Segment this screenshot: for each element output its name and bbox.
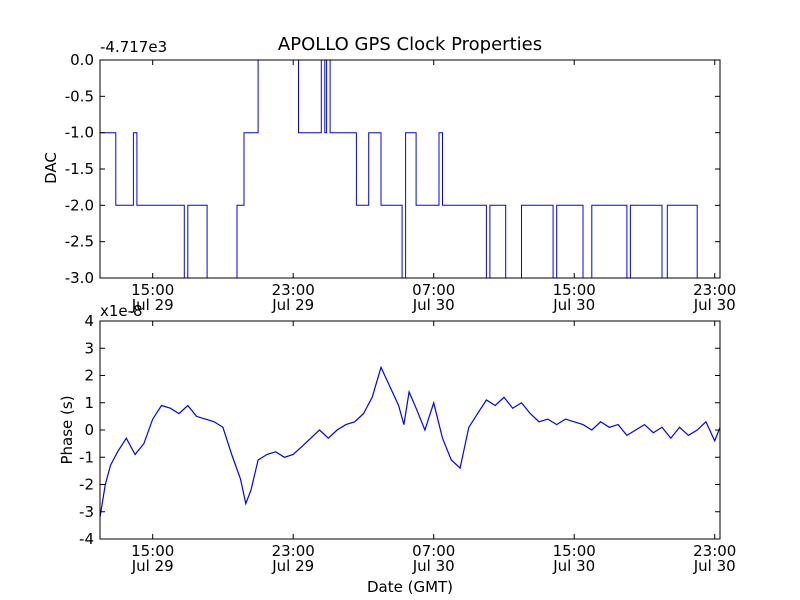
x-tick-date-label: Jul 30 [552, 557, 595, 575]
x-tick-date-label: Jul 30 [412, 296, 455, 314]
figure-title: APOLLO GPS Clock Properties [278, 34, 542, 55]
y-tick-label: 3 [84, 339, 94, 357]
x-tick-date-label: Jul 29 [271, 557, 314, 575]
x-tick-time-label: 07:00 [412, 542, 455, 560]
dac-offset-label: -4.717e3 [100, 38, 167, 56]
y-tick-label: -1.5 [65, 160, 94, 178]
x-tick-time-label: 07:00 [412, 281, 455, 299]
y-tick-label: -3.0 [65, 269, 94, 287]
y-tick-label: -1 [79, 448, 94, 466]
axes-frame [99, 320, 721, 540]
y-tick-label: -2.0 [65, 196, 94, 214]
y-tick-label: -1.0 [65, 124, 94, 142]
y-tick-label: 2 [84, 367, 94, 385]
y-tick-label: 0.0 [70, 51, 94, 69]
y-tick-label: -2 [79, 476, 94, 494]
y-tick-label: 4 [84, 312, 94, 330]
y-tick-label: -4 [79, 530, 94, 548]
y-tick-label: -2.5 [65, 233, 94, 251]
phase-y-axis-label: Phase (s) [58, 395, 76, 464]
x-tick-date-label: Jul 30 [693, 557, 736, 575]
x-tick-date-label: Jul 29 [131, 296, 174, 314]
dac-series-line [100, 60, 720, 278]
x-tick-date-label: Jul 29 [131, 557, 174, 575]
x-axis-label: Date (GMT) [367, 578, 453, 596]
x-tick-time-label: 15:00 [553, 281, 596, 299]
y-tick-label: 1 [84, 394, 94, 412]
y-tick-label: -0.5 [65, 87, 94, 105]
x-tick-time-label: 23:00 [272, 281, 315, 299]
dac-y-axis-label: DAC [42, 152, 60, 184]
y-tick-label: -3 [79, 503, 94, 521]
x-tick-time-label: 15:00 [131, 542, 174, 560]
x-tick-date-label: Jul 30 [552, 296, 595, 314]
x-tick-time-label: 23:00 [693, 542, 736, 560]
x-tick-time-label: 15:00 [553, 542, 596, 560]
x-tick-date-label: Jul 29 [271, 296, 314, 314]
x-tick-time-label: 15:00 [131, 281, 174, 299]
x-tick-date-label: Jul 30 [693, 296, 736, 314]
x-tick-date-label: Jul 30 [412, 557, 455, 575]
x-tick-time-label: 23:00 [272, 542, 315, 560]
x-tick-time-label: 23:00 [693, 281, 736, 299]
y-tick-label: 0 [84, 421, 94, 439]
phase-series-line [100, 365, 720, 518]
dac-panel: -4.717e3 DAC 0.0 -0.5 -1.0 -1.5 -2.0 -2.5 -3.0… [42, 38, 736, 314]
phase-offset-label: x1e-8 [100, 302, 143, 320]
